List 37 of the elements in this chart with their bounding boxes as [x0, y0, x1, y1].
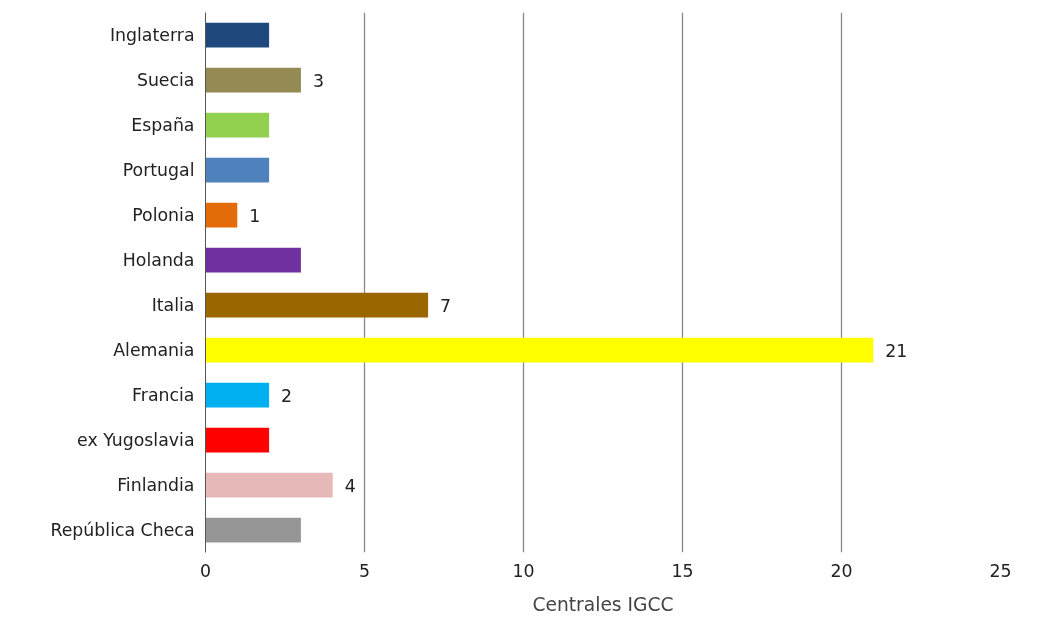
data-label: 21 [885, 340, 908, 361]
y-tick-label: Suecia [136, 70, 195, 90]
bar [205, 427, 270, 453]
x-axis-title: Centrales IGCC [532, 593, 674, 615]
y-tick-label: Italia [151, 295, 195, 315]
y-tick-label: República Checa [50, 520, 195, 540]
data-label: 4 [344, 475, 356, 496]
data-label: 2 [281, 385, 293, 406]
x-tick-label: 25 [989, 560, 1012, 581]
x-tick-label: 5 [358, 560, 371, 581]
bar [205, 22, 270, 48]
y-tick-label: España [131, 115, 195, 135]
bar [205, 112, 270, 138]
x-tick-label: 15 [671, 560, 694, 581]
y-tick-label: Alemania [113, 340, 195, 360]
data-label: 3 [312, 70, 324, 91]
bar [205, 472, 333, 498]
data-label: 7 [440, 295, 452, 316]
x-tick-label: 0 [199, 560, 212, 581]
y-tick-label: Holanda [122, 250, 195, 270]
x-tick-label: 20 [830, 560, 853, 581]
bar [205, 247, 301, 273]
y-tick-label: ex Yugoslavia [77, 430, 195, 450]
y-tick-label: Inglaterra [109, 25, 195, 45]
data-label: 1 [249, 205, 261, 226]
y-tick-label: Portugal [122, 160, 195, 180]
bar [205, 292, 429, 318]
bar [205, 382, 270, 408]
bar [205, 67, 301, 93]
y-tick-label: Polonia [132, 205, 195, 225]
y-tick-label: Francia [132, 385, 195, 405]
x-tick-label: 10 [512, 560, 535, 581]
y-tick-label: Finlandia [117, 475, 195, 495]
bar [205, 202, 238, 228]
bar [205, 337, 874, 363]
bar [205, 157, 270, 183]
bar [205, 517, 301, 543]
